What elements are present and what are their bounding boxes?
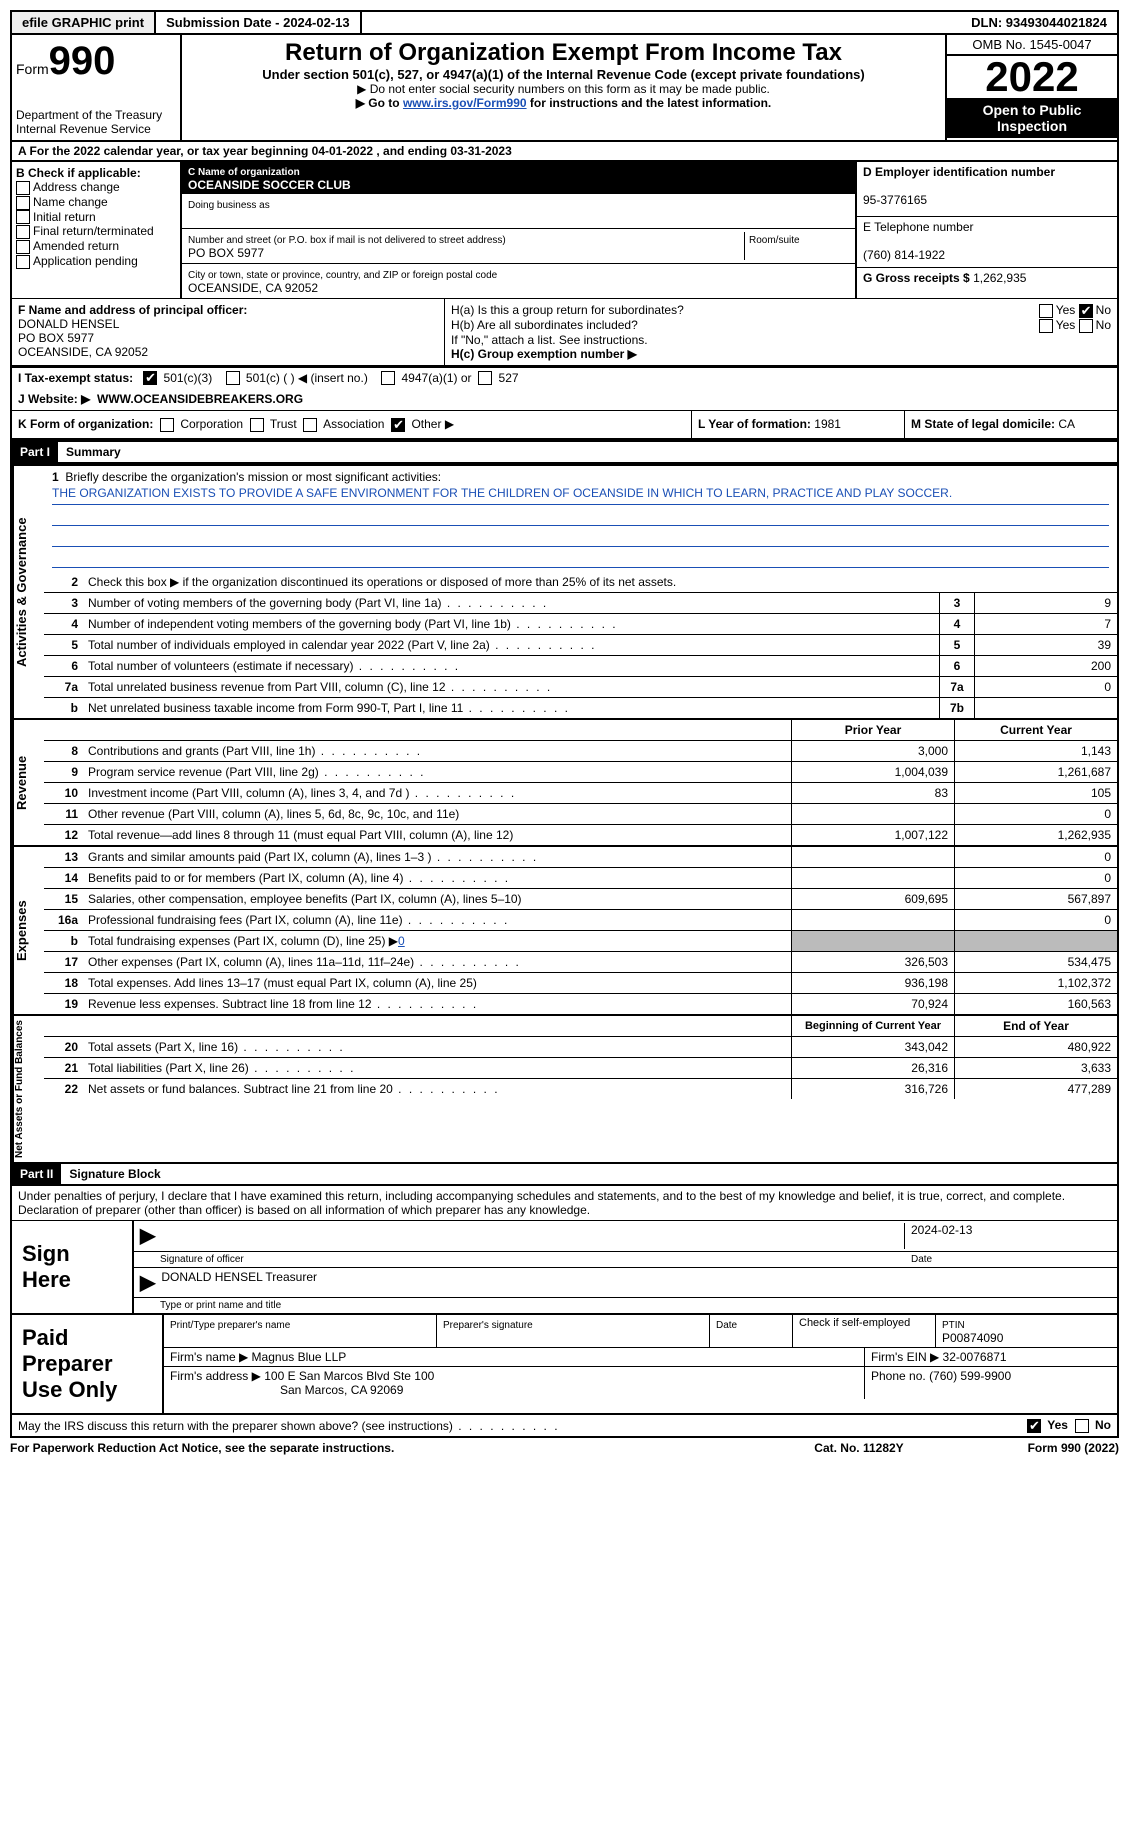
side-revenue: Revenue bbox=[12, 720, 44, 845]
entity-block: B Check if applicable: Address change Na… bbox=[10, 162, 1119, 298]
cb-ha-no[interactable] bbox=[1079, 304, 1093, 318]
irs-link[interactable]: www.irs.gov/Form990 bbox=[403, 96, 527, 110]
form-header: Form990 Department of the Treasury Inter… bbox=[10, 35, 1119, 142]
cb-address-change[interactable] bbox=[16, 181, 30, 195]
ssn-warning: Do not enter social security numbers on … bbox=[186, 82, 941, 96]
efile-print-button[interactable]: efile GRAPHIC print bbox=[12, 12, 156, 33]
submission-date: Submission Date - 2024-02-13 bbox=[156, 12, 362, 33]
cb-discuss-no[interactable] bbox=[1075, 1419, 1089, 1433]
sign-here-block: Sign Here ▶ 2024-02-13 Signature of offi… bbox=[10, 1221, 1119, 1315]
activities-section: Activities & Governance 1 Briefly descri… bbox=[10, 464, 1119, 720]
expenses-section: Expenses 13Grants and similar amounts pa… bbox=[10, 847, 1119, 1016]
cb-app-pending[interactable] bbox=[16, 255, 30, 269]
cb-4947[interactable] bbox=[381, 371, 395, 385]
dept-treasury: Department of the Treasury bbox=[16, 108, 176, 122]
website: WWW.OCEANSIDEBREAKERS.ORG bbox=[97, 392, 303, 406]
open-public: Open to Public Inspection bbox=[947, 98, 1117, 138]
sign-here-label: Sign Here bbox=[12, 1221, 134, 1313]
firm-name: Magnus Blue LLP bbox=[252, 1350, 347, 1364]
row-j-website: J Website: ▶ WWW.OCEANSIDEBREAKERS.ORG bbox=[10, 388, 1119, 411]
dln-label: DLN: 93493044021824 bbox=[961, 12, 1117, 33]
val-6: 200 bbox=[974, 656, 1117, 676]
val-7b bbox=[974, 698, 1117, 718]
org-address: PO BOX 5977 bbox=[188, 246, 264, 260]
cb-501c[interactable] bbox=[226, 371, 240, 385]
cb-hb-yes[interactable] bbox=[1039, 319, 1053, 333]
box-deg: D Employer identification number95-37761… bbox=[857, 162, 1117, 298]
row-a-period: A For the 2022 calendar year, or tax yea… bbox=[10, 142, 1119, 162]
val-3: 9 bbox=[974, 593, 1117, 613]
part-i-header: Part I Summary bbox=[10, 440, 1119, 464]
side-activities: Activities & Governance bbox=[12, 466, 44, 718]
val-7a: 0 bbox=[974, 677, 1117, 697]
phone: (760) 814-1922 bbox=[863, 248, 945, 262]
gross-receipts: 1,262,935 bbox=[973, 271, 1026, 285]
row-klm: K Form of organization: Corporation Trus… bbox=[10, 411, 1119, 440]
sign-date: 2024-02-13 bbox=[904, 1223, 1111, 1249]
cb-hb-no[interactable] bbox=[1079, 319, 1093, 333]
cb-corp[interactable] bbox=[160, 418, 174, 432]
revenue-section: Revenue Prior YearCurrent Year 8Contribu… bbox=[10, 720, 1119, 847]
cb-assoc[interactable] bbox=[303, 418, 317, 432]
officer-block: F Name and address of principal officer:… bbox=[10, 298, 1119, 367]
side-expenses: Expenses bbox=[12, 847, 44, 1014]
cb-trust[interactable] bbox=[250, 418, 264, 432]
org-city: OCEANSIDE, CA 92052 bbox=[188, 281, 318, 295]
cb-discuss-yes[interactable] bbox=[1027, 1419, 1041, 1433]
row-i: I Tax-exempt status: 501(c)(3) 501(c) ( … bbox=[10, 367, 1119, 389]
ptin: P00874090 bbox=[942, 1331, 1003, 1345]
form-subtitle: Under section 501(c), 527, or 4947(a)(1)… bbox=[186, 67, 941, 82]
netassets-section: Net Assets or Fund Balances Beginning of… bbox=[10, 1016, 1119, 1164]
box-b: B Check if applicable: Address change Na… bbox=[12, 162, 182, 298]
cb-name-change[interactable] bbox=[16, 196, 30, 210]
fundraising-link[interactable]: 0 bbox=[398, 934, 405, 948]
firm-phone: (760) 599-9900 bbox=[929, 1369, 1011, 1383]
mission-text: THE ORGANIZATION EXISTS TO PROVIDE A SAF… bbox=[52, 484, 1109, 505]
ein: 95-3776165 bbox=[863, 193, 927, 207]
form-title: Return of Organization Exempt From Incom… bbox=[186, 39, 941, 67]
top-toolbar: efile GRAPHIC print Submission Date - 20… bbox=[10, 10, 1119, 35]
part-ii-header: Part II Signature Block bbox=[10, 1164, 1119, 1186]
cb-initial-return[interactable] bbox=[16, 210, 30, 224]
org-name: OCEANSIDE SOCCER CLUB bbox=[188, 178, 351, 192]
cb-501c3[interactable] bbox=[143, 371, 157, 385]
form-number: Form990 bbox=[16, 39, 176, 84]
footer: For Paperwork Reduction Act Notice, see … bbox=[10, 1438, 1119, 1458]
preparer-block: Paid Preparer Use Only Print/Type prepar… bbox=[10, 1315, 1119, 1415]
officer-name: DONALD HENSEL bbox=[18, 317, 438, 331]
goto-link-row: ▶ Go to www.irs.gov/Form990 for instruct… bbox=[186, 96, 941, 110]
tax-year: 2022 bbox=[947, 56, 1117, 98]
irs-label: Internal Revenue Service bbox=[16, 122, 176, 136]
cb-527[interactable] bbox=[478, 371, 492, 385]
perjury-text: Under penalties of perjury, I declare th… bbox=[10, 1186, 1119, 1221]
officer-sig-name: DONALD HENSEL Treasurer bbox=[161, 1270, 317, 1295]
val-4: 7 bbox=[974, 614, 1117, 634]
discuss-row: May the IRS discuss this return with the… bbox=[10, 1415, 1119, 1438]
paid-preparer-label: Paid Preparer Use Only bbox=[12, 1315, 164, 1413]
cb-final-return[interactable] bbox=[16, 225, 30, 239]
cb-amended[interactable] bbox=[16, 240, 30, 254]
box-c: C Name of organizationOCEANSIDE SOCCER C… bbox=[182, 162, 857, 298]
firm-ein: 32-0076871 bbox=[943, 1350, 1007, 1364]
cb-ha-yes[interactable] bbox=[1039, 304, 1053, 318]
val-5: 39 bbox=[974, 635, 1117, 655]
cb-other[interactable] bbox=[391, 418, 405, 432]
side-netassets: Net Assets or Fund Balances bbox=[12, 1016, 44, 1162]
